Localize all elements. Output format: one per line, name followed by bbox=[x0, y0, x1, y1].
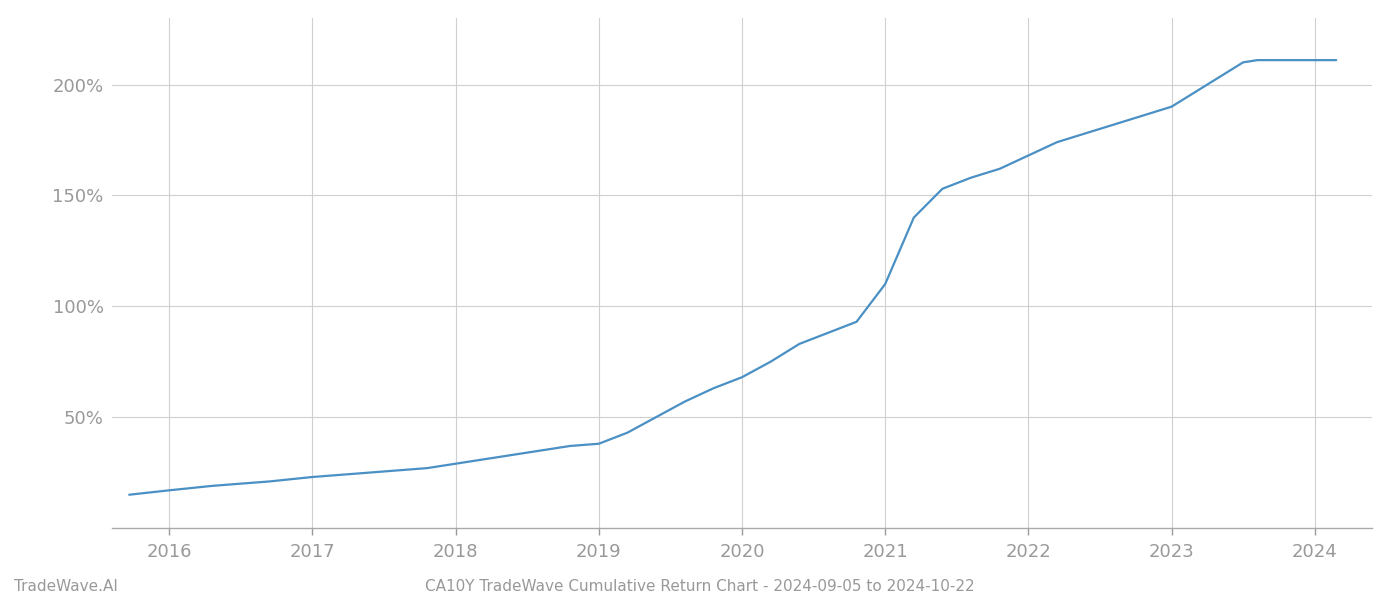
Text: CA10Y TradeWave Cumulative Return Chart - 2024-09-05 to 2024-10-22: CA10Y TradeWave Cumulative Return Chart … bbox=[426, 579, 974, 594]
Text: TradeWave.AI: TradeWave.AI bbox=[14, 579, 118, 594]
